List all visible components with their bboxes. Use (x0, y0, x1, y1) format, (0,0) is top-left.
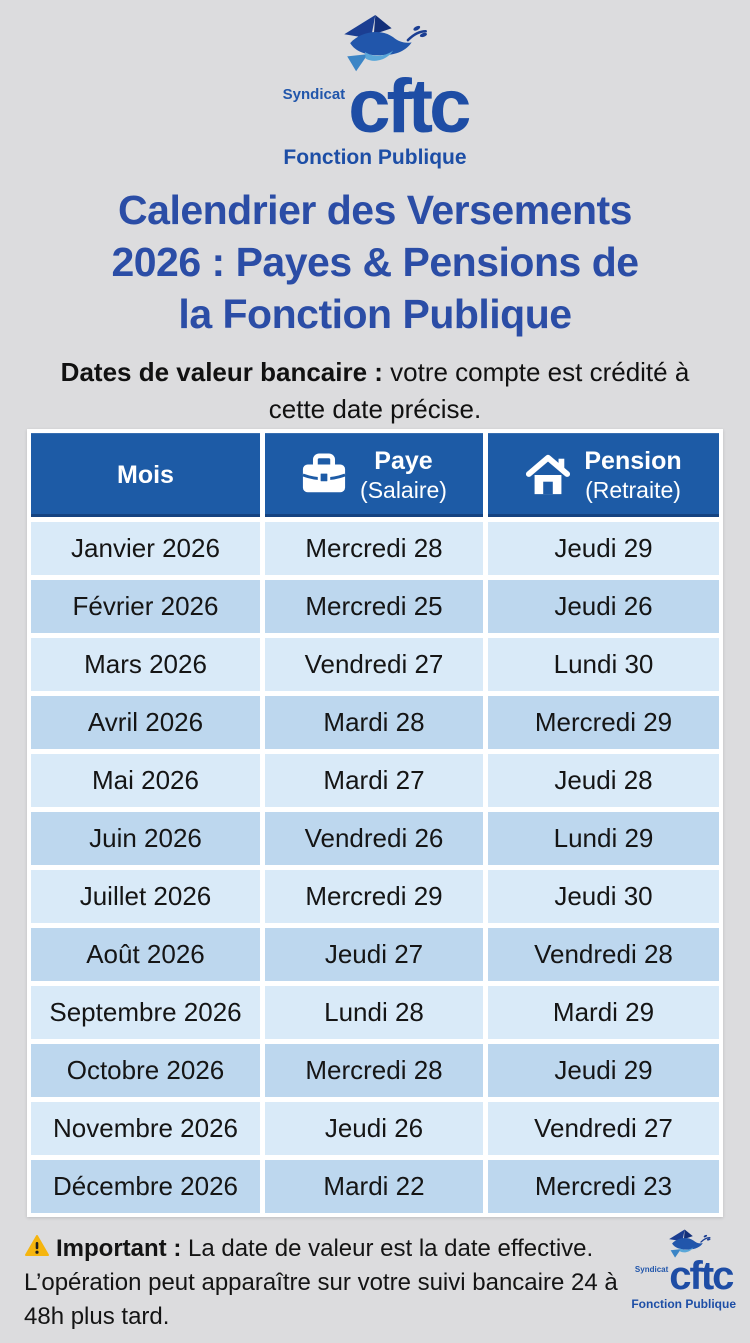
header-pay-stack: Paye (Salaire) (360, 447, 447, 503)
pension-cell: Mercredi 23 (488, 1160, 719, 1213)
pension-cell: Lundi 30 (488, 638, 719, 691)
month-cell: Décembre 2026 (31, 1160, 260, 1213)
table-row: Avril 2026 Mardi 28 Mercredi 29 (31, 696, 719, 749)
table-row: Septembre 2026 Lundi 28 Mardi 29 (31, 986, 719, 1039)
important-bold: Important : (56, 1235, 182, 1262)
brand-row: Syndicat cftc (282, 64, 472, 149)
cftc-wordmark: cftc (348, 64, 471, 149)
warning-icon (24, 1234, 50, 1258)
brand-division-label: Fonction Publique (631, 1296, 736, 1311)
payment-calendar-table: Mois Paye (Salaire) Pension (Retraite) J… (27, 429, 723, 1217)
month-cell: Août 2026 (31, 928, 260, 981)
header-month-label: Mois (117, 460, 174, 489)
header-pay-sub: (Salaire) (360, 476, 447, 503)
pension-cell: Jeudi 29 (488, 522, 719, 575)
header-pension-sub: (Retraite) (585, 476, 681, 503)
month-cell: Octobre 2026 (31, 1044, 260, 1097)
cftc-wordmark: cftc (669, 1254, 734, 1298)
intro-bold: Dates de valeur bancaire : (60, 357, 383, 388)
header-pay: Paye (Salaire) (265, 433, 483, 517)
pension-cell: Mercredi 29 (488, 696, 719, 749)
cftc-logo-top: Syndicat cftc Fonction Publique (0, 0, 750, 170)
table-row: Décembre 2026 Mardi 22 Mercredi 23 (31, 1160, 719, 1213)
cftc-logo-bottom: Syndicat cftc Fonction Publique (631, 1228, 736, 1311)
month-cell: Février 2026 (31, 580, 260, 633)
header-pension-stack: Pension (Retraite) (584, 447, 681, 503)
pay-cell: Vendredi 27 (265, 638, 483, 691)
month-cell: Septembre 2026 (31, 986, 260, 1039)
brand-row-small: Syndicat cftc (634, 1254, 734, 1298)
pension-cell: Jeudi 26 (488, 580, 719, 633)
syndicat-label: Syndicat (634, 1265, 669, 1274)
pay-cell: Mercredi 28 (265, 522, 483, 575)
pension-cell: Jeudi 30 (488, 870, 719, 923)
table-row: Mars 2026 Vendredi 27 Lundi 30 (31, 638, 719, 691)
month-cell: Janvier 2026 (31, 522, 260, 575)
table-row: Juin 2026 Vendredi 26 Lundi 29 (31, 812, 719, 865)
table-header-row: Mois Paye (Salaire) Pension (Retraite) (31, 433, 719, 517)
month-cell: Juin 2026 (31, 812, 260, 865)
header-month: Mois (31, 433, 260, 517)
table-row: Mai 2026 Mardi 27 Jeudi 28 (31, 754, 719, 807)
month-cell: Juillet 2026 (31, 870, 260, 923)
pension-cell: Vendredi 27 (488, 1102, 719, 1155)
month-cell: Novembre 2026 (31, 1102, 260, 1155)
important-rest: La date de valeur est la date effective.… (24, 1235, 618, 1330)
table-row: Février 2026 Mercredi 25 Jeudi 26 (31, 580, 719, 633)
important-note: Important : La date de valeur est la dat… (24, 1232, 624, 1334)
table-row: Août 2026 Jeudi 27 Vendredi 28 (31, 928, 719, 981)
pay-cell: Mercredi 29 (265, 870, 483, 923)
house-icon (525, 453, 571, 497)
pay-cell: Mardi 27 (265, 754, 483, 807)
month-cell: Avril 2026 (31, 696, 260, 749)
pension-cell: Vendredi 28 (488, 928, 719, 981)
pay-cell: Mardi 28 (265, 696, 483, 749)
pay-cell: Jeudi 26 (265, 1102, 483, 1155)
briefcase-icon (301, 453, 347, 497)
pension-cell: Jeudi 29 (488, 1044, 719, 1097)
pay-cell: Mardi 22 (265, 1160, 483, 1213)
pay-cell: Jeudi 27 (265, 928, 483, 981)
header-pension: Pension (Retraite) (488, 433, 719, 517)
pay-cell: Vendredi 26 (265, 812, 483, 865)
title-line-1: Calendrier des Versements (118, 187, 632, 234)
table-row: Novembre 2026 Jeudi 26 Vendredi 27 (31, 1102, 719, 1155)
pension-cell: Mardi 29 (488, 986, 719, 1039)
table-row: Octobre 2026 Mercredi 28 Jeudi 29 (31, 1044, 719, 1097)
pension-cell: Jeudi 28 (488, 754, 719, 807)
table-row: Juillet 2026 Mercredi 29 Jeudi 30 (31, 870, 719, 923)
intro-rest: votre compte est crédité à cette date pr… (268, 357, 690, 425)
page-title: Calendrier des Versements 2026 : Payes &… (30, 184, 720, 340)
pay-cell: Mercredi 25 (265, 580, 483, 633)
title-line-3: la Fonction Publique (178, 291, 572, 338)
syndicat-label: Syndicat (282, 86, 346, 103)
intro-text: Dates de valeur bancaire : votre compte … (40, 354, 710, 428)
brand-division-label: Fonction Publique (283, 146, 467, 170)
header-pay-label: Paye (374, 446, 433, 475)
month-cell: Mars 2026 (31, 638, 260, 691)
pension-cell: Lundi 29 (488, 812, 719, 865)
pay-cell: Lundi 28 (265, 986, 483, 1039)
header-pension-label: Pension (584, 446, 682, 475)
title-line-2: 2026 : Payes & Pensions de (111, 239, 639, 286)
month-cell: Mai 2026 (31, 754, 260, 807)
table-row: Janvier 2026 Mercredi 28 Jeudi 29 (31, 522, 719, 575)
pay-cell: Mercredi 28 (265, 1044, 483, 1097)
footer: Important : La date de valeur est la dat… (24, 1232, 736, 1334)
